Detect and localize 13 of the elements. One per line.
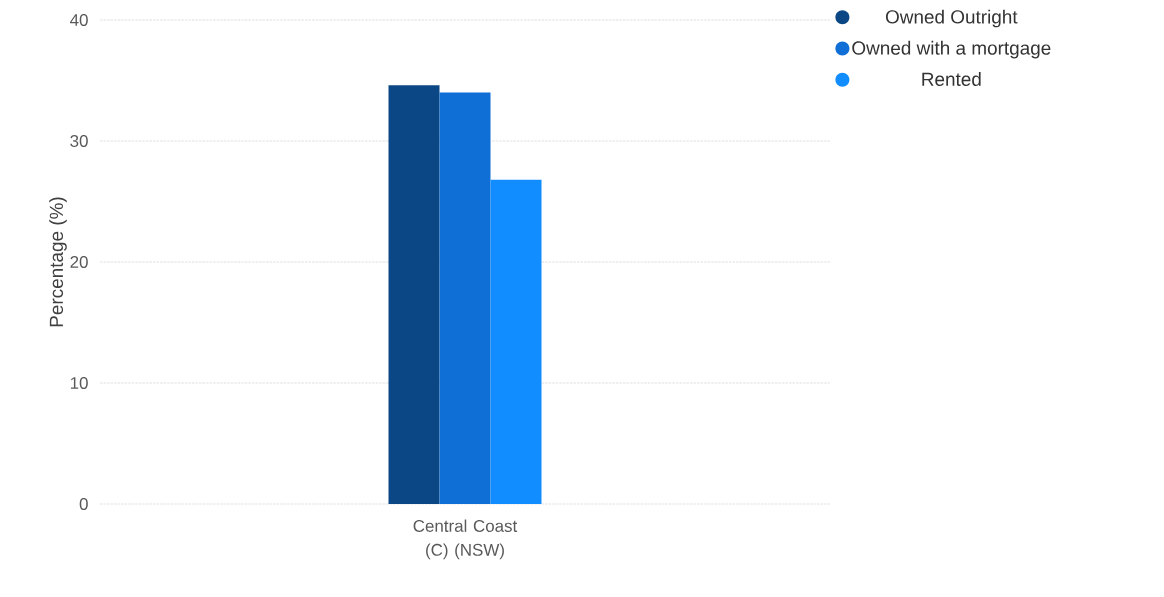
y-tick-label: 40	[70, 14, 88, 26]
y-tick-label: 10	[70, 377, 88, 389]
legend-label: Owned with a mortgage	[852, 40, 1051, 59]
x-tick-label: Central Coast (C) (NSW)	[413, 519, 518, 560]
y-tick-label: 30	[70, 135, 88, 147]
y-axis-title: Percentage (%)	[49, 197, 67, 327]
bar	[439, 92, 491, 504]
bar	[388, 85, 440, 504]
bar	[490, 179, 542, 504]
y-tick-label: 0	[79, 498, 88, 510]
text: Rented	[922, 72, 981, 86]
legend-label: Owned Outright	[885, 9, 1018, 28]
y-tick-label: 20	[70, 256, 88, 268]
